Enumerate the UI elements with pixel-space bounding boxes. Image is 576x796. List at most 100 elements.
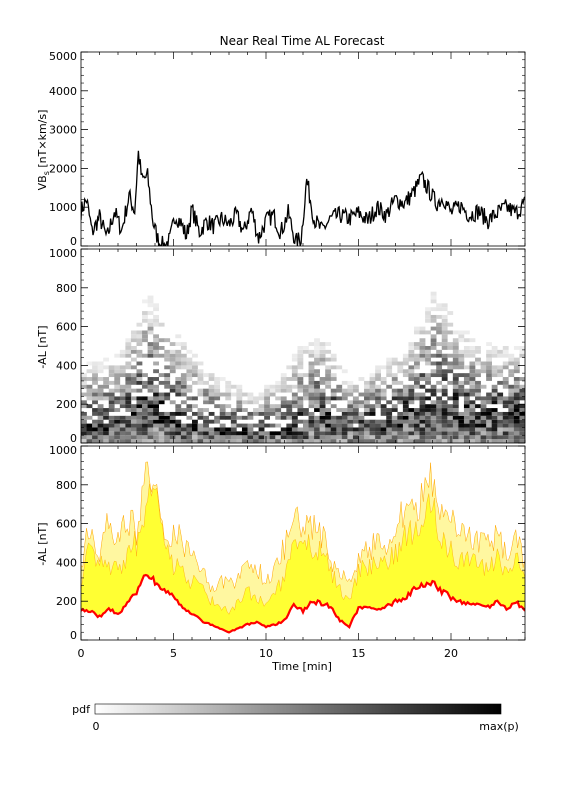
pdf-cell bbox=[436, 396, 443, 401]
pdf-cell bbox=[275, 411, 282, 416]
pdf-cell bbox=[463, 411, 470, 416]
pdf-cell bbox=[125, 380, 132, 385]
pdf-cell bbox=[475, 346, 481, 350]
pdf-cell bbox=[402, 404, 409, 409]
pdf-cell bbox=[125, 396, 132, 401]
pdf-cell bbox=[136, 353, 143, 358]
pdf-cell bbox=[180, 392, 187, 397]
pdf-cell bbox=[513, 377, 520, 381]
pdf-cell bbox=[269, 411, 276, 416]
x-tick-label: 10 bbox=[259, 647, 273, 660]
pdf-cell bbox=[375, 439, 381, 443]
pdf-cell bbox=[136, 334, 143, 339]
pdf-cell bbox=[486, 423, 492, 428]
pdf-cell bbox=[469, 392, 476, 397]
pdf-cell bbox=[469, 415, 476, 420]
pdf-cell bbox=[280, 431, 287, 436]
middle-y-tick-label: 800 bbox=[56, 282, 77, 295]
pdf-cell bbox=[325, 423, 332, 428]
pdf-cell bbox=[236, 435, 243, 440]
pdf-cell bbox=[208, 400, 215, 405]
pdf-cell bbox=[519, 388, 525, 393]
pdf-cell bbox=[147, 342, 154, 346]
pdf-cell bbox=[319, 380, 326, 385]
pdf-cell bbox=[391, 380, 398, 385]
pdf-cell bbox=[375, 400, 381, 405]
pdf-cell bbox=[402, 384, 409, 389]
pdf-cell bbox=[158, 427, 165, 432]
pdf-cell bbox=[364, 380, 370, 385]
pdf-cell bbox=[291, 404, 298, 409]
pdf-cell bbox=[358, 431, 365, 436]
pdf-cell bbox=[81, 384, 87, 389]
pdf-cell bbox=[108, 408, 115, 412]
pdf-cell bbox=[192, 396, 198, 401]
pdf-cell bbox=[308, 431, 315, 436]
pdf-cell bbox=[264, 392, 270, 397]
pdf-cell bbox=[463, 349, 470, 354]
pdf-cell bbox=[386, 411, 393, 416]
pdf-cell bbox=[153, 338, 159, 343]
pdf-cell bbox=[341, 427, 348, 432]
pdf-cell bbox=[352, 435, 359, 440]
pdf-cell bbox=[486, 357, 492, 362]
pdf-cell bbox=[258, 419, 265, 424]
pdf-cell bbox=[469, 439, 476, 443]
middle-y-tick-label: 0 bbox=[70, 432, 77, 445]
pdf-cell bbox=[297, 357, 304, 362]
pdf-cell bbox=[214, 392, 221, 397]
pdf-cell bbox=[497, 369, 504, 374]
pdf-cell bbox=[452, 388, 459, 393]
pdf-cell bbox=[164, 415, 171, 420]
pdf-cell bbox=[458, 338, 465, 343]
pdf-cell bbox=[402, 435, 409, 440]
pdf-cell bbox=[414, 435, 420, 440]
pdf-cell bbox=[430, 299, 437, 304]
pdf-cell bbox=[425, 404, 431, 409]
pdf-cell bbox=[169, 353, 176, 358]
pdf-cell bbox=[508, 384, 515, 389]
pdf-cell bbox=[358, 404, 365, 409]
pdf-cell bbox=[369, 392, 376, 397]
pdf-cell bbox=[247, 423, 254, 428]
pdf-cell bbox=[508, 423, 515, 428]
pdf-cell bbox=[414, 346, 420, 350]
pdf-cell bbox=[297, 346, 304, 350]
pdf-cell bbox=[175, 361, 182, 366]
pdf-cell bbox=[319, 419, 326, 424]
pdf-cell bbox=[97, 408, 104, 412]
pdf-cell bbox=[186, 377, 193, 381]
pdf-cell bbox=[147, 408, 154, 412]
pdf-cell bbox=[319, 346, 326, 350]
pdf-cell bbox=[180, 357, 187, 362]
pdf-cell bbox=[425, 318, 431, 323]
pdf-cell bbox=[419, 330, 426, 335]
pdf-cell bbox=[397, 419, 404, 424]
pdf-cell bbox=[425, 330, 431, 335]
pdf-cell bbox=[391, 377, 398, 381]
pdf-cell bbox=[314, 361, 320, 366]
pdf-cell bbox=[130, 330, 137, 335]
pdf-cell bbox=[280, 427, 287, 432]
pdf-cell bbox=[103, 392, 110, 397]
pdf-cell bbox=[497, 353, 504, 358]
pdf-cell bbox=[153, 431, 159, 436]
pdf-cell bbox=[269, 431, 276, 436]
median-al-line bbox=[81, 573, 525, 634]
pdf-cell bbox=[286, 408, 293, 412]
pdf-cell bbox=[391, 415, 398, 420]
pdf-cell bbox=[402, 400, 409, 405]
pdf-cell bbox=[180, 427, 187, 432]
pdf-cell bbox=[164, 439, 171, 443]
pdf-cell bbox=[330, 435, 337, 440]
pdf-cell bbox=[458, 431, 465, 436]
pdf-cell bbox=[447, 396, 454, 401]
pdf-cell bbox=[108, 365, 115, 370]
pdf-cell bbox=[469, 338, 476, 343]
pdf-cell bbox=[97, 384, 104, 389]
pdf-cell bbox=[175, 408, 182, 412]
pdf-cell bbox=[153, 303, 159, 308]
pdf-cell bbox=[158, 400, 165, 405]
pdf-cell bbox=[142, 404, 148, 409]
